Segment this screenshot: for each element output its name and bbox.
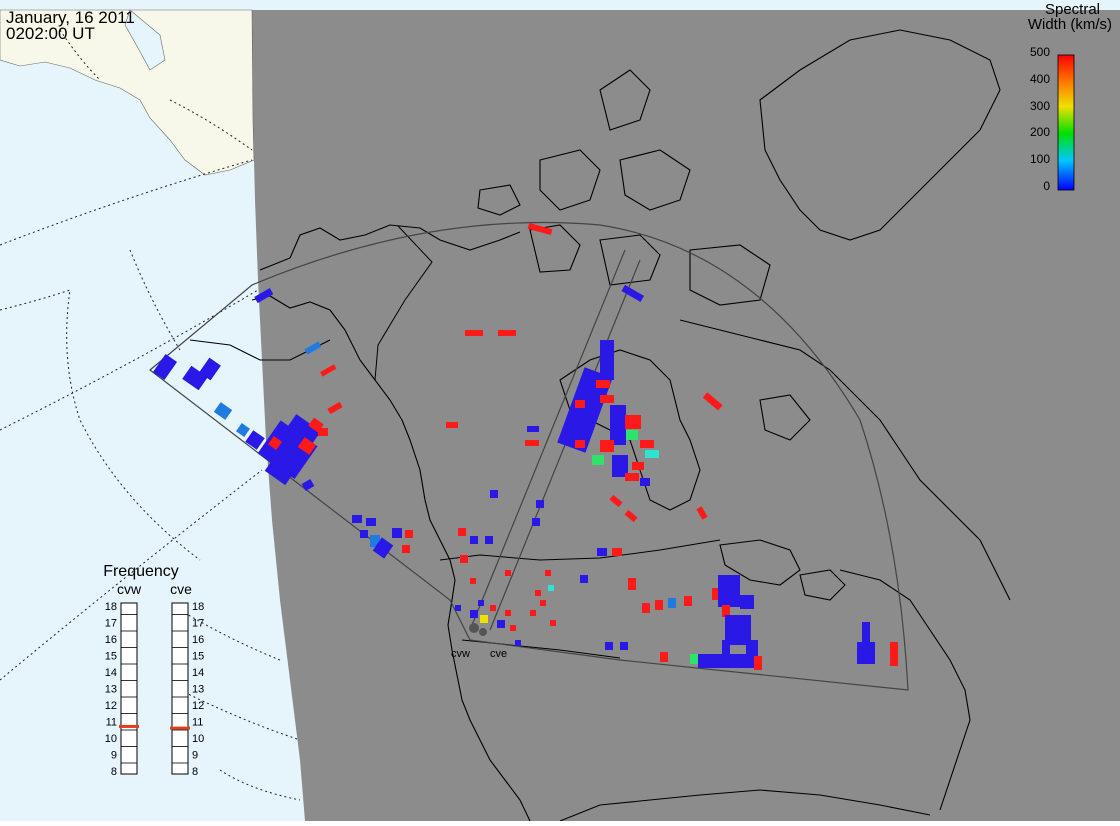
frequency-tick: 11 bbox=[192, 717, 203, 729]
frequency-tick: 12 bbox=[192, 700, 204, 712]
date-label: January, 16 2011 bbox=[6, 8, 135, 27]
frequency-label-cvw: cvw bbox=[117, 581, 142, 597]
time-label: 0202:00 UT bbox=[6, 24, 95, 43]
station-cve-marker bbox=[479, 628, 487, 636]
svg-text:400: 400 bbox=[1030, 72, 1050, 86]
frequency-panel: 18 17 16 15 14 13 12 11 10 9 8 18 17 16 15 14 13 12 11 10 9 8 bbox=[105, 601, 205, 778]
grid-lines bbox=[0, 29, 301, 801]
frequency-tick: 18 bbox=[192, 601, 204, 613]
frequency-column-cve bbox=[171, 602, 189, 775]
frequency-tick: 18 bbox=[105, 601, 117, 613]
night-side-region bbox=[252, 10, 1120, 821]
colorbar-title-line1: Spectral bbox=[1045, 1, 1100, 18]
svg-text:500: 500 bbox=[1030, 45, 1050, 59]
frequency-tick: 15 bbox=[105, 651, 117, 663]
station-label-cve: cve bbox=[490, 648, 507, 660]
frequency-marker-cve bbox=[170, 726, 190, 730]
frequency-tick: 11 bbox=[106, 717, 117, 729]
frequency-tick: 9 bbox=[111, 750, 117, 762]
frequency-tick: 13 bbox=[192, 684, 204, 696]
frequency-tick: 10 bbox=[105, 733, 117, 745]
frequency-tick: 8 bbox=[192, 766, 198, 778]
station-cvw-marker bbox=[469, 623, 479, 633]
frequency-tick: 16 bbox=[192, 634, 204, 646]
colorbar-ticks: 500 400 300 200 100 0 bbox=[1030, 45, 1050, 193]
land-alaska bbox=[0, 9, 255, 176]
scatter-returns bbox=[152, 222, 898, 670]
frequency-tick: 14 bbox=[192, 667, 204, 679]
frequency-marker-cvw bbox=[119, 724, 139, 728]
land-peninsula bbox=[124, 9, 166, 71]
coastlines bbox=[189, 29, 1011, 822]
frequency-tick: 16 bbox=[105, 634, 117, 646]
svg-text:300: 300 bbox=[1030, 99, 1050, 113]
frequency-label-cve: cve bbox=[170, 581, 192, 597]
svg-text:200: 200 bbox=[1030, 125, 1050, 139]
frequency-tick: 8 bbox=[111, 766, 117, 778]
station-label-cvw: cvw bbox=[451, 648, 470, 660]
svg-text:0: 0 bbox=[1043, 179, 1050, 193]
colorbar-title-line2: Width (km/s) bbox=[1028, 16, 1112, 33]
frequency-tick: 12 bbox=[105, 700, 117, 712]
frequency-tick: 17 bbox=[192, 618, 204, 630]
frequency-tick: 9 bbox=[192, 750, 198, 762]
colorbar bbox=[1057, 54, 1075, 191]
frequency-tick: 15 bbox=[192, 651, 204, 663]
frequency-tick: 13 bbox=[105, 684, 117, 696]
frequency-tick: 17 bbox=[105, 618, 117, 630]
frequency-tick: 14 bbox=[105, 667, 117, 679]
frequency-title: Frequency bbox=[103, 563, 179, 580]
frequency-column-cvw bbox=[120, 602, 138, 775]
station-markers bbox=[469, 623, 487, 636]
svg-text:100: 100 bbox=[1030, 152, 1050, 166]
frequency-tick: 10 bbox=[192, 733, 204, 745]
